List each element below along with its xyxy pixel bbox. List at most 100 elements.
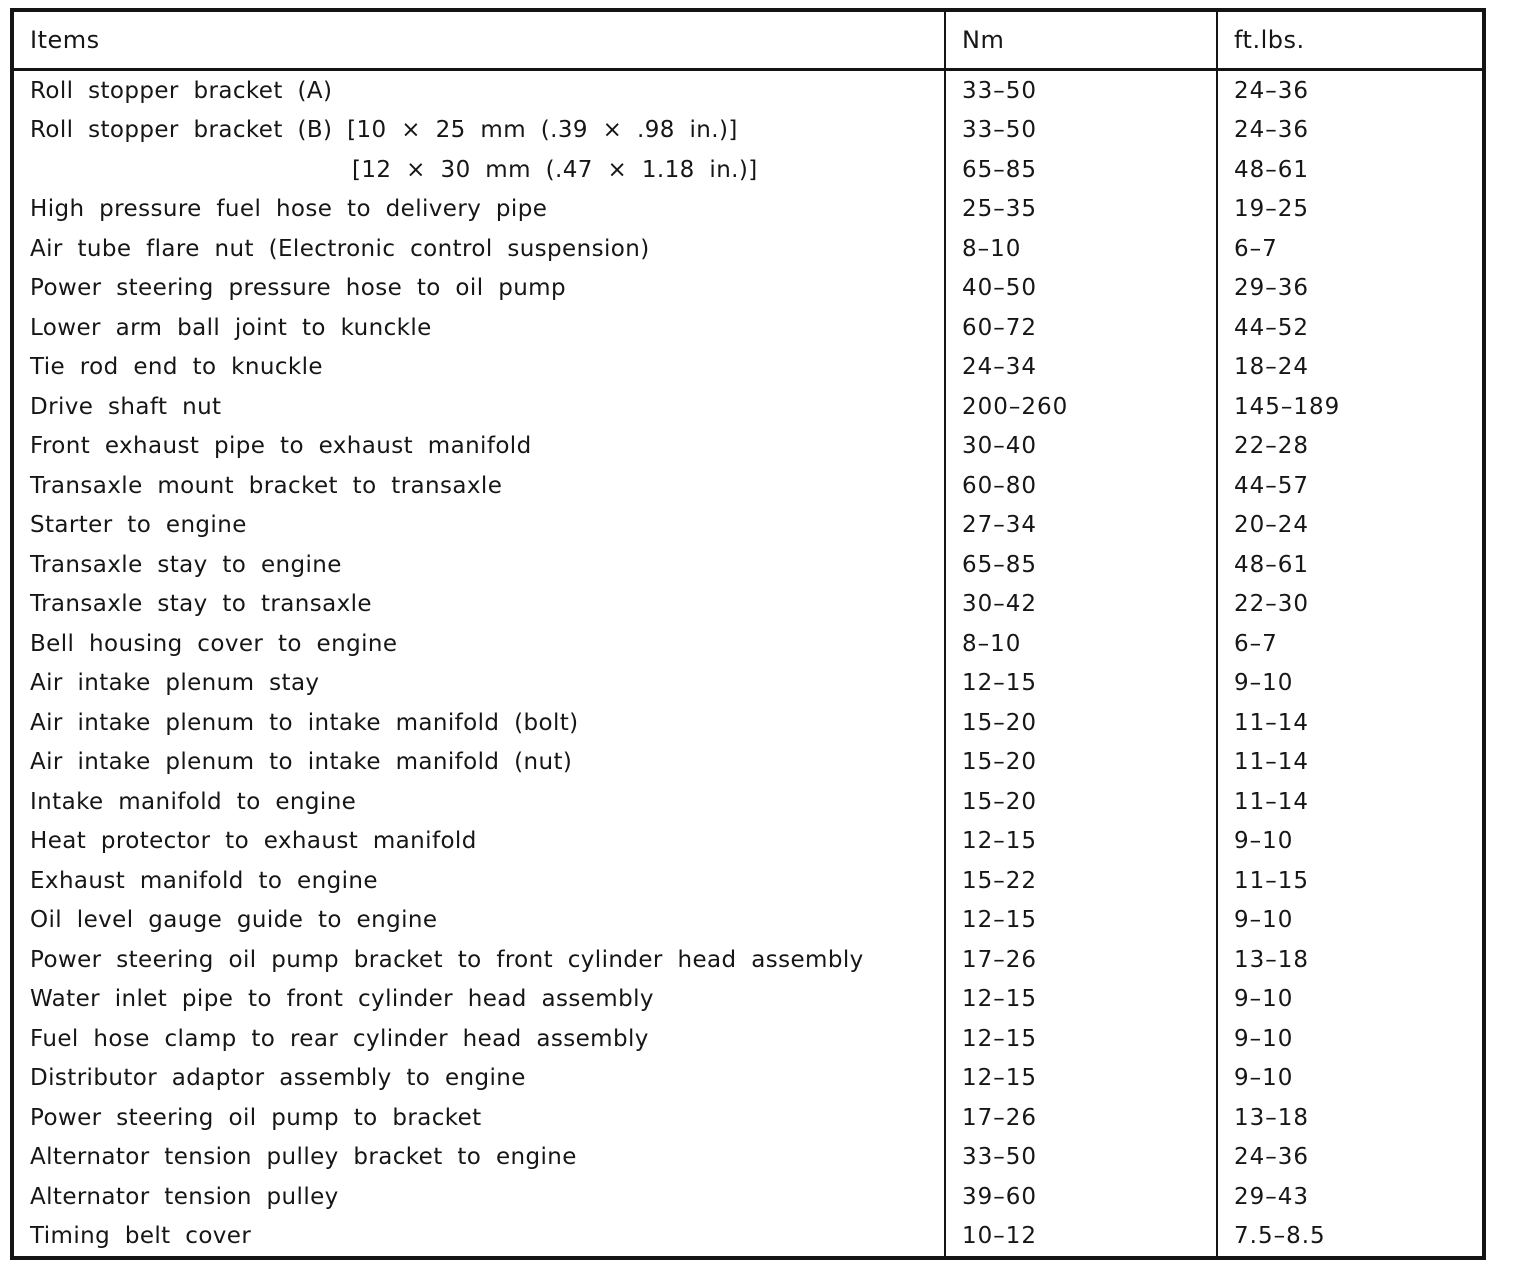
nm-cell: 33–50 bbox=[944, 69, 1217, 111]
table-row: Air tube flare nut (Electronic control s… bbox=[12, 229, 1484, 269]
item-cell: Drive shaft nut bbox=[30, 393, 222, 420]
nm-cell: 200–260 bbox=[944, 387, 1217, 427]
table-row: Power steering oil pump to bracket 17–26 1… bbox=[12, 1098, 1484, 1138]
item-cell: Alternator tension pulley bbox=[30, 1183, 339, 1210]
ftlbs-cell: 11–14 bbox=[1216, 703, 1484, 743]
table-row: Air intake plenum to intake manifold (nu… bbox=[12, 742, 1484, 782]
ftlbs-cell: 18–24 bbox=[1216, 347, 1484, 387]
nm-cell: 12–15 bbox=[944, 900, 1217, 940]
table-row: Alternator tension pulley 39–60 29–43 bbox=[12, 1177, 1484, 1217]
item-cell: Air intake plenum to intake manifold (nu… bbox=[30, 749, 573, 776]
item-cell: Transaxle stay to transaxle bbox=[30, 591, 372, 618]
table-row: Transaxle stay to engine 65–85 48–61 bbox=[12, 545, 1484, 585]
item-cell: Starter to engine bbox=[30, 512, 247, 539]
item-cell: High pressure fuel hose to delivery pipe bbox=[30, 196, 548, 223]
nm-cell: 24–34 bbox=[944, 347, 1217, 387]
nm-cell: 15–20 bbox=[944, 703, 1217, 743]
ftlbs-cell: 11–15 bbox=[1216, 861, 1484, 901]
table-row: Transaxle mount bracket to transaxle 60–8… bbox=[12, 466, 1484, 506]
header-row: Items Nm ft.lbs. bbox=[12, 10, 1484, 71]
item-cell: [12 × 30 mm (.47 × 1.18 in.)] bbox=[352, 156, 758, 183]
nm-cell: 15–22 bbox=[944, 861, 1217, 901]
ftlbs-cell: 29–36 bbox=[1216, 268, 1484, 308]
item-cell: Air tube flare nut (Electronic control s… bbox=[30, 235, 650, 262]
column-header-nm: Nm bbox=[944, 10, 1217, 71]
ftlbs-cell: 48–61 bbox=[1216, 150, 1484, 190]
ftlbs-cell: 6–7 bbox=[1216, 229, 1484, 269]
nm-cell: 30–40 bbox=[944, 426, 1217, 466]
ftlbs-cell: 44–57 bbox=[1216, 466, 1484, 506]
ftlbs-cell: 9–10 bbox=[1216, 1019, 1484, 1059]
ftlbs-cell: 29–43 bbox=[1216, 1177, 1484, 1217]
item-cell: Transaxle stay to engine bbox=[30, 551, 342, 578]
item-cell: Transaxle mount bracket to transaxle bbox=[30, 472, 503, 499]
nm-cell: 27–34 bbox=[944, 505, 1217, 545]
item-cell: Lower arm ball joint to kunckle bbox=[30, 314, 432, 341]
item-cell: Roll stopper bracket (A) bbox=[30, 77, 333, 104]
ftlbs-cell: 44–52 bbox=[1216, 308, 1484, 348]
table-row: Distributor adaptor assembly to engine 12… bbox=[12, 1058, 1484, 1098]
nm-cell: 12–15 bbox=[944, 1058, 1217, 1098]
item-cell: Water inlet pipe to front cylinder head … bbox=[30, 986, 654, 1013]
item-cell: Exhaust manifold to engine bbox=[30, 867, 378, 894]
ftlbs-cell: 9–10 bbox=[1216, 1058, 1484, 1098]
ftlbs-cell: 9–10 bbox=[1216, 900, 1484, 940]
ftlbs-cell: 9–10 bbox=[1216, 979, 1484, 1019]
item-cell: Air intake plenum to intake manifold (bo… bbox=[30, 709, 579, 736]
ftlbs-cell: 145–189 bbox=[1216, 387, 1484, 427]
table-row: Drive shaft nut 200–260 145–189 bbox=[12, 387, 1484, 427]
ftlbs-cell: 13–18 bbox=[1216, 1098, 1484, 1138]
table-row: Water inlet pipe to front cylinder head … bbox=[12, 979, 1484, 1019]
table-row: Oil level gauge guide to engine 12–15 9–10 bbox=[12, 900, 1484, 940]
nm-cell: 33–50 bbox=[944, 1137, 1217, 1177]
table-row: Air intake plenum stay 12–15 9–10 bbox=[12, 663, 1484, 703]
nm-cell: 15–20 bbox=[944, 782, 1217, 822]
nm-cell: 12–15 bbox=[944, 1019, 1217, 1059]
nm-cell: 8–10 bbox=[944, 624, 1217, 664]
ftlbs-cell: 9–10 bbox=[1216, 821, 1484, 861]
table-row: Exhaust manifold to engine 15–22 11–15 bbox=[12, 861, 1484, 901]
nm-cell: 15–20 bbox=[944, 742, 1217, 782]
torque-spec-table: Items Nm ft.lbs. Roll stopper bracket (A… bbox=[10, 8, 1486, 1260]
ftlbs-cell: 48–61 bbox=[1216, 545, 1484, 585]
table-row: Front exhaust pipe to exhaust manifold 30… bbox=[12, 426, 1484, 466]
table-row: Air intake plenum to intake manifold (bo… bbox=[12, 703, 1484, 743]
ftlbs-cell: 22–30 bbox=[1216, 584, 1484, 624]
table-row: Lower arm ball joint to kunckle 60–72 44–5… bbox=[12, 308, 1484, 348]
ftlbs-cell: 19–25 bbox=[1216, 189, 1484, 229]
nm-cell: 12–15 bbox=[944, 821, 1217, 861]
item-cell: Heat protector to exhaust manifold bbox=[30, 828, 477, 855]
ftlbs-cell: 24–36 bbox=[1216, 110, 1484, 150]
item-cell: Alternator tension pulley bracket to eng… bbox=[30, 1144, 577, 1171]
item-cell: Tie rod end to knuckle bbox=[30, 354, 323, 381]
nm-cell: 65–85 bbox=[944, 545, 1217, 585]
nm-cell: 33–50 bbox=[944, 110, 1217, 150]
table-row: Tie rod end to knuckle 24–34 18–24 bbox=[12, 347, 1484, 387]
nm-cell: 10–12 bbox=[944, 1216, 1217, 1258]
table-row: Power steering pressure hose to oil pump… bbox=[12, 268, 1484, 308]
nm-cell: 30–42 bbox=[944, 584, 1217, 624]
ftlbs-cell: 11–14 bbox=[1216, 782, 1484, 822]
table-row: High pressure fuel hose to delivery pipe… bbox=[12, 189, 1484, 229]
table-row: Roll stopper bracket (A) 33–50 24–36 bbox=[12, 69, 1484, 111]
column-header-items: Items bbox=[12, 10, 945, 71]
item-cell: Bell housing cover to engine bbox=[30, 630, 398, 657]
nm-cell: 25–35 bbox=[944, 189, 1217, 229]
ftlbs-cell: 24–36 bbox=[1216, 1137, 1484, 1177]
table-row: Bell housing cover to engine 8–10 6–7 bbox=[12, 624, 1484, 664]
nm-cell: 39–60 bbox=[944, 1177, 1217, 1217]
nm-cell: 12–15 bbox=[944, 979, 1217, 1019]
item-cell: Front exhaust pipe to exhaust manifold bbox=[30, 433, 532, 460]
ftlbs-cell: 7.5–8.5 bbox=[1216, 1216, 1484, 1258]
ftlbs-cell: 13–18 bbox=[1216, 940, 1484, 980]
item-cell: Power steering pressure hose to oil pump bbox=[30, 275, 566, 302]
ftlbs-cell: 22–28 bbox=[1216, 426, 1484, 466]
table-row: Timing belt cover 10–12 7.5–8.5 bbox=[12, 1216, 1484, 1258]
torque-table-body: Roll stopper bracket (A) 33–50 24–36 Roll s… bbox=[12, 69, 1484, 1258]
nm-cell: 65–85 bbox=[944, 150, 1217, 190]
table-row: Alternator tension pulley bracket to eng… bbox=[12, 1137, 1484, 1177]
table-row: [12 × 30 mm (.47 × 1.18 in.)] 65–85 48–61 bbox=[12, 150, 1484, 190]
ftlbs-cell: 9–10 bbox=[1216, 663, 1484, 703]
item-cell: Roll stopper bracket (B) [10 × 25 mm (.3… bbox=[30, 117, 738, 144]
